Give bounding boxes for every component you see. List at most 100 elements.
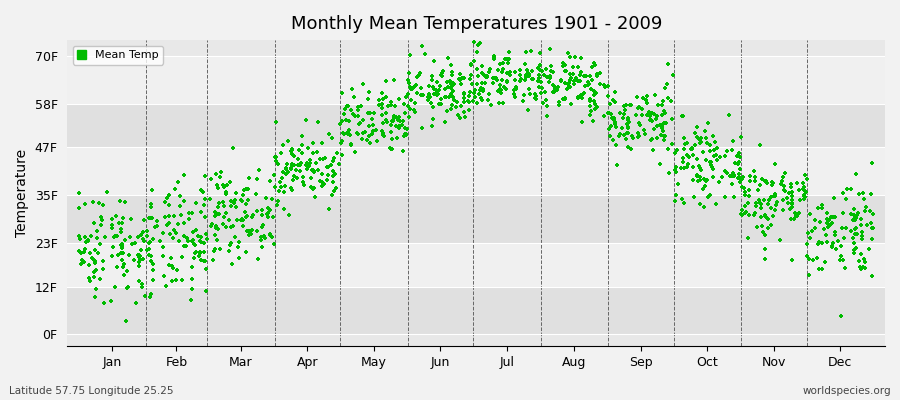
- Point: [82, 262, 96, 268]
- Point: [300, 166, 314, 172]
- Point: [161, 219, 176, 226]
- Point: [462, 92, 476, 99]
- Point: [148, 224, 162, 230]
- Point: [644, 118, 659, 124]
- Point: [474, 63, 489, 70]
- Point: [528, 90, 543, 97]
- Point: [344, 141, 358, 147]
- Point: [823, 222, 837, 228]
- Point: [756, 229, 770, 235]
- Point: [531, 78, 545, 84]
- Point: [352, 121, 366, 128]
- Point: [454, 102, 468, 109]
- Point: [219, 210, 233, 216]
- Point: [85, 254, 99, 261]
- Point: [384, 122, 399, 128]
- Point: [612, 132, 626, 139]
- Point: [502, 56, 517, 62]
- Point: [808, 217, 823, 224]
- Point: [780, 195, 795, 201]
- Point: [720, 148, 734, 154]
- Point: [134, 281, 148, 288]
- Point: [140, 232, 154, 239]
- Point: [114, 243, 129, 250]
- Point: [175, 277, 189, 283]
- Point: [236, 192, 250, 198]
- Point: [792, 210, 806, 217]
- Point: [585, 64, 599, 71]
- Point: [725, 170, 740, 176]
- Point: [446, 96, 461, 103]
- Point: [278, 183, 293, 189]
- Point: [230, 217, 244, 223]
- Point: [601, 110, 616, 116]
- Point: [299, 117, 313, 124]
- Point: [326, 168, 340, 174]
- Point: [241, 175, 256, 181]
- Point: [219, 224, 233, 230]
- Point: [556, 63, 571, 69]
- Point: [409, 109, 423, 116]
- Point: [854, 236, 868, 242]
- Point: [389, 114, 403, 120]
- Point: [418, 50, 432, 57]
- Point: [747, 212, 761, 218]
- Point: [686, 152, 700, 158]
- Bar: [68, 243, 885, 287]
- Point: [753, 142, 768, 148]
- Point: [445, 102, 459, 108]
- Point: [509, 84, 524, 90]
- Point: [245, 227, 259, 234]
- Point: [112, 198, 127, 204]
- Point: [785, 193, 799, 200]
- Point: [117, 260, 131, 267]
- Point: [533, 50, 547, 56]
- Point: [634, 122, 648, 128]
- Point: [567, 78, 581, 84]
- Point: [766, 180, 780, 186]
- Point: [802, 271, 816, 278]
- Point: [72, 190, 86, 197]
- Point: [698, 128, 712, 134]
- Point: [240, 186, 255, 192]
- Point: [446, 94, 460, 100]
- Point: [169, 230, 184, 236]
- Point: [661, 81, 675, 88]
- Point: [529, 92, 544, 99]
- Point: [657, 108, 671, 114]
- Point: [689, 123, 704, 130]
- Point: [735, 184, 750, 190]
- Point: [494, 68, 508, 75]
- Bar: [68, 56, 885, 104]
- Point: [698, 157, 713, 164]
- Point: [864, 220, 878, 226]
- Point: [708, 139, 723, 146]
- Point: [706, 166, 721, 172]
- Point: [116, 264, 130, 270]
- Point: [335, 138, 349, 144]
- Point: [421, 83, 436, 90]
- Point: [847, 240, 861, 247]
- Point: [516, 97, 530, 104]
- Point: [861, 245, 876, 252]
- Point: [621, 144, 635, 150]
- Point: [400, 132, 414, 138]
- Point: [162, 213, 176, 219]
- Point: [340, 130, 355, 136]
- Point: [197, 202, 211, 208]
- Point: [342, 131, 356, 137]
- Point: [543, 75, 557, 81]
- Point: [374, 105, 389, 111]
- Point: [509, 86, 524, 92]
- Point: [346, 111, 361, 118]
- Point: [619, 102, 634, 109]
- Point: [238, 200, 253, 207]
- Point: [491, 66, 505, 73]
- Point: [114, 226, 129, 232]
- Point: [473, 84, 488, 91]
- Point: [665, 116, 680, 122]
- Point: [534, 79, 548, 85]
- Point: [328, 184, 343, 191]
- Point: [857, 256, 871, 263]
- Point: [773, 237, 788, 243]
